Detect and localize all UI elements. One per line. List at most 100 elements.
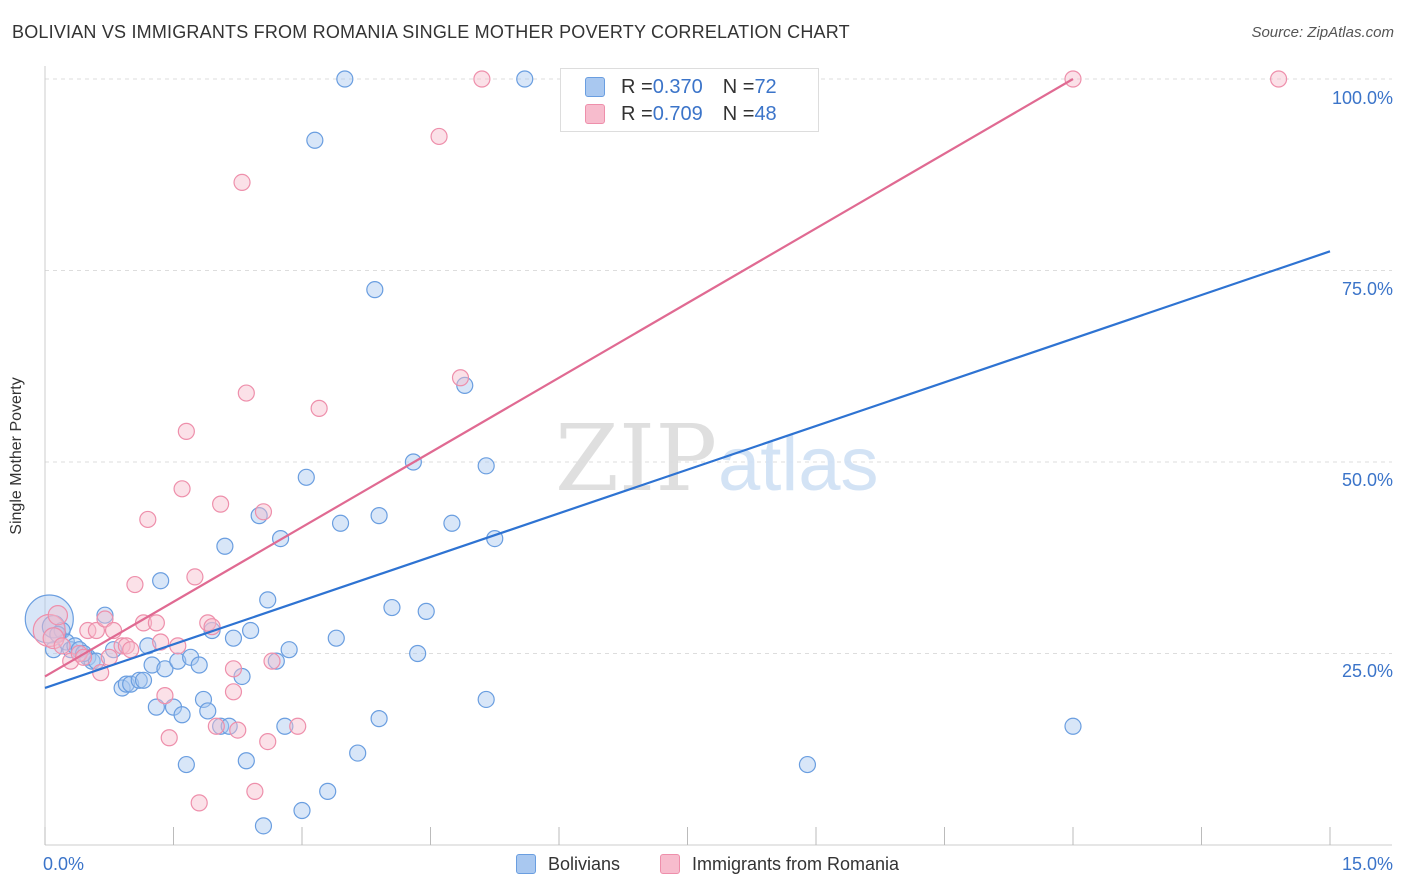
data-point	[152, 572, 170, 590]
bottom-legend-bolivians[interactable]: Bolivians	[516, 852, 620, 876]
bottom-legend-swatch-pink	[660, 854, 680, 874]
data-point	[122, 675, 140, 693]
gridlines	[45, 78, 1392, 654]
data-point	[310, 399, 328, 417]
legend-r-label: R =	[621, 75, 653, 98]
data-point	[383, 598, 401, 617]
data-point	[263, 652, 281, 670]
data-point	[224, 683, 243, 701]
data-point	[417, 602, 435, 620]
data-point	[370, 710, 388, 728]
data-point	[297, 468, 315, 486]
trend-line-bolivians	[44, 250, 1331, 690]
bottom-legend-label: Immigrants from Romania	[692, 853, 900, 874]
data-point	[47, 605, 69, 626]
axes	[44, 66, 1392, 846]
data-point	[216, 537, 234, 555]
data-point	[349, 744, 367, 762]
data-point	[173, 480, 191, 498]
data-point	[331, 514, 350, 532]
data-point	[117, 675, 135, 693]
bottom-legend-label: Bolivians	[548, 853, 621, 874]
data-point	[139, 510, 157, 529]
bottom-legend-swatch-blue	[516, 854, 536, 874]
data-point	[87, 621, 106, 640]
series-bolivians	[24, 70, 1082, 835]
data-point	[224, 629, 243, 647]
y-tick-label: 25.0%	[1342, 661, 1393, 681]
x-tick-label: 0.0%	[43, 854, 84, 874]
data-point	[306, 131, 324, 149]
data-point	[147, 698, 165, 716]
legend-r-value: 0.709	[652, 102, 703, 125]
data-point	[280, 641, 298, 659]
data-point	[237, 752, 255, 770]
data-point	[156, 687, 174, 705]
data-point	[186, 568, 204, 586]
legend-n-label: N =	[722, 75, 755, 98]
legend-r-label: R =	[621, 102, 653, 125]
data-point	[327, 629, 345, 647]
data-point	[336, 70, 354, 88]
data-point	[293, 801, 311, 820]
data-point	[443, 514, 461, 532]
chart-title: BOLIVIAN VS IMMIGRANTS FROM ROMANIA SING…	[12, 22, 850, 42]
data-point	[242, 621, 260, 640]
data-point	[233, 173, 251, 192]
data-point	[477, 690, 495, 709]
data-point	[229, 721, 247, 739]
data-point	[160, 729, 178, 747]
data-point	[409, 644, 427, 663]
watermark-atlas: atlas	[718, 422, 879, 507]
chart-source: Source: ZipAtlas.com	[1251, 24, 1394, 41]
data-point	[212, 495, 230, 513]
data-point	[477, 457, 495, 475]
data-point	[1064, 717, 1082, 735]
data-point	[207, 717, 225, 735]
legend-swatch-pink	[585, 104, 605, 124]
legend-r-value: 0.370	[652, 75, 703, 98]
data-point	[237, 384, 255, 402]
tick-labels: 25.0% 50.0% 75.0% 100.0% 0.0% 15.0%	[43, 88, 1393, 874]
legend-swatch-blue	[585, 77, 605, 97]
data-point	[370, 507, 388, 525]
data-point	[289, 717, 307, 735]
data-point	[254, 817, 273, 835]
data-point	[366, 281, 384, 299]
y-tick-label: 50.0%	[1342, 470, 1393, 490]
data-point	[173, 706, 191, 724]
x-tick-label: 15.0%	[1342, 854, 1393, 874]
legend-row-romania: R = 0.709 N = 48	[585, 101, 777, 127]
data-point	[1269, 70, 1288, 88]
data-point	[122, 641, 140, 659]
y-axis-label: Single Mother Poverty	[8, 377, 25, 535]
trend-lines	[44, 78, 1331, 690]
data-point	[32, 613, 66, 648]
legend-n-value: 48	[754, 102, 777, 125]
data-point	[246, 782, 264, 800]
watermark-zip: ZIP	[555, 405, 717, 512]
data-point	[152, 633, 170, 651]
data-point	[96, 610, 114, 628]
data-point	[113, 637, 131, 655]
data-point	[156, 660, 174, 678]
data-point	[74, 648, 93, 666]
data-point	[430, 127, 448, 146]
data-point	[190, 794, 208, 812]
data-point	[259, 591, 277, 609]
data-point	[134, 671, 153, 689]
correlation-legend: R = 0.370 N = 72 R = 0.709 N = 48	[560, 68, 819, 132]
data-point	[177, 755, 195, 774]
data-point	[190, 656, 208, 674]
data-point	[254, 503, 273, 521]
trend-line-romania	[44, 78, 1074, 678]
data-point	[798, 755, 817, 774]
data-point	[319, 782, 337, 800]
data-point	[259, 732, 277, 751]
y-tick-label: 100.0%	[1332, 88, 1393, 108]
bottom-legend-romania[interactable]: Immigrants from Romania	[660, 852, 899, 876]
data-point	[143, 656, 161, 674]
y-tick-label: 75.0%	[1342, 279, 1393, 299]
data-point	[451, 369, 470, 387]
